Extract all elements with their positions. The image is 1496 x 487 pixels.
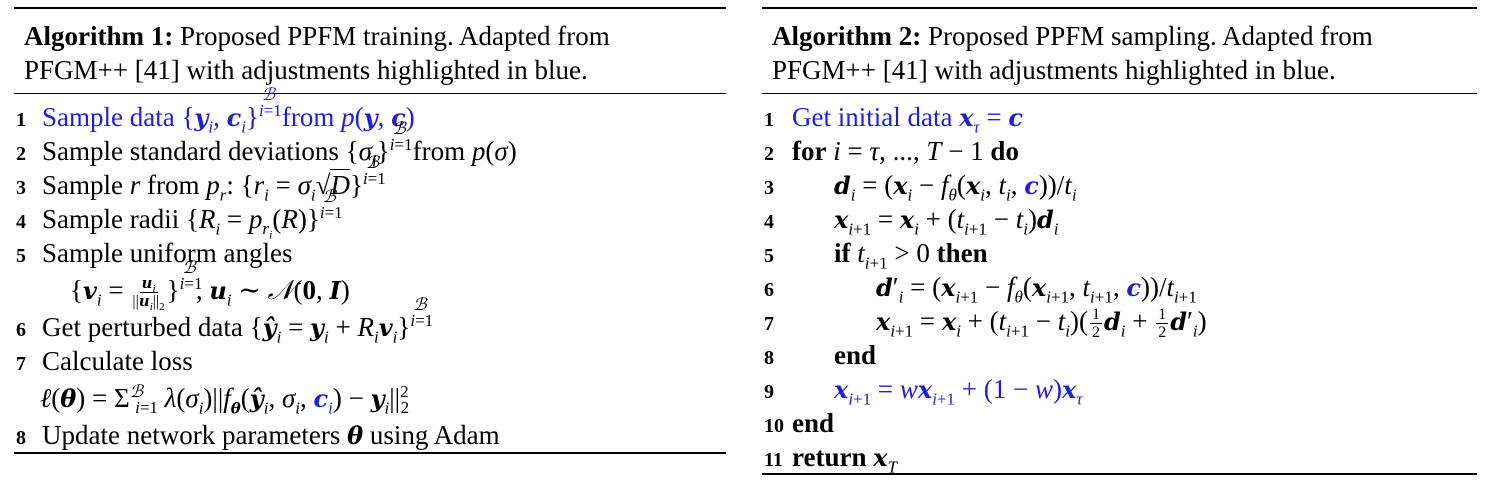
algorithm-1-lines: 1 Sample data {yi, ci}i=1ℬ from p(y, c) … [14,85,726,452]
caption-text: Proposed PPFM sampling. Adapted from [921,21,1373,51]
algorithm-1-box: Algorithm 1: Proposed PPFM training. Ada… [14,0,726,454]
algo1-line-4: 4 Sample radii {Ri = pri(R)}i=1ℬ [16,187,343,242]
caption-text: PFGM++ [41] with adjustments highlighted… [24,55,588,85]
caption-label: Algorithm 1: [24,21,174,51]
algo2-line-8: 8 end [764,340,877,370]
caption-label: Algorithm 2: [772,21,922,51]
algo2-line-10: 10 end [764,408,835,438]
algo1-line-6: 6 Get perturbed data {ŷi = yi + Rivi}i=1… [16,295,434,347]
algorithm-2-caption: Algorithm 2: Proposed PPFM sampling. Ada… [762,9,1477,93]
algo1-line-7: 7 Calculate loss [16,346,193,376]
algo2-line-6: 6 d′i = (xi+1 − fθ(xi+1, ti+1, c))/ti+1 [764,272,1197,307]
algo1-line-5-cont: {vi = ui ||ui||2}i=1ℬ, ui ∼ 𝒩(0, I) [70,258,350,314]
algo2-line-5: 5 if ti+1 > 0 then [764,238,988,273]
algo2-line-9: 9 xi+1 = wxi+1 + (1 − w)xτ [764,374,1083,409]
bottom-rule [762,473,1477,475]
algo1-line-1: 1 Sample data {yi, ci}i=1ℬ from p(y, c) [16,85,415,137]
top-rule [14,7,726,9]
algo1-line-2: 2 Sample standard deviations {σi}i=1ℬ fr… [16,119,517,171]
algorithm-1-caption: Algorithm 1: Proposed PPFM training. Ada… [14,9,726,93]
algo2-line-1: 1 Get initial data xτ = c [764,102,1023,137]
algo1-line-8: 8 Update network parameters θ using Adam [16,420,500,450]
caption-text: Proposed PPFM training. Adapted from [173,21,610,51]
algo1-line-5: 5 Sample uniform angles [16,238,293,268]
algo1-line-7-cont: ℓ(θ) = Σℬi=1 λ(σi)||fθ(ŷi, σi, ci) − yi|… [40,382,410,418]
bottom-rule [14,452,726,454]
algo2-line-11: 11 return xT [764,442,898,477]
caption-rule [14,93,726,94]
algo2-line-4: 4 xi+1 = xi + (ti+1 − ti)di [764,204,1059,239]
algo2-line-3: 3 di = (xi − fθ(xi, ti, c))/ti [764,170,1077,205]
algorithm-2-box: Algorithm 2: Proposed PPFM sampling. Ada… [762,0,1477,477]
caption-rule [762,93,1477,94]
top-rule [762,7,1477,9]
algo1-line-3: 3 Sample r from pr: {ri = σi√D}i=1ℬ [16,153,386,205]
algo2-line-7: 7 xi+1 = xi + (ti+1 − ti)(1 2 di + 1 2 d′i) [764,306,1207,342]
algorithm-2-lines: 1 Get initial data xτ = c 2 for i = τ, .… [762,94,1477,477]
algo2-line-2: 2 for i = τ, ..., T − 1 do [764,136,1019,166]
caption-text: PFGM++ [41] with adjustments highlighted… [772,55,1336,85]
